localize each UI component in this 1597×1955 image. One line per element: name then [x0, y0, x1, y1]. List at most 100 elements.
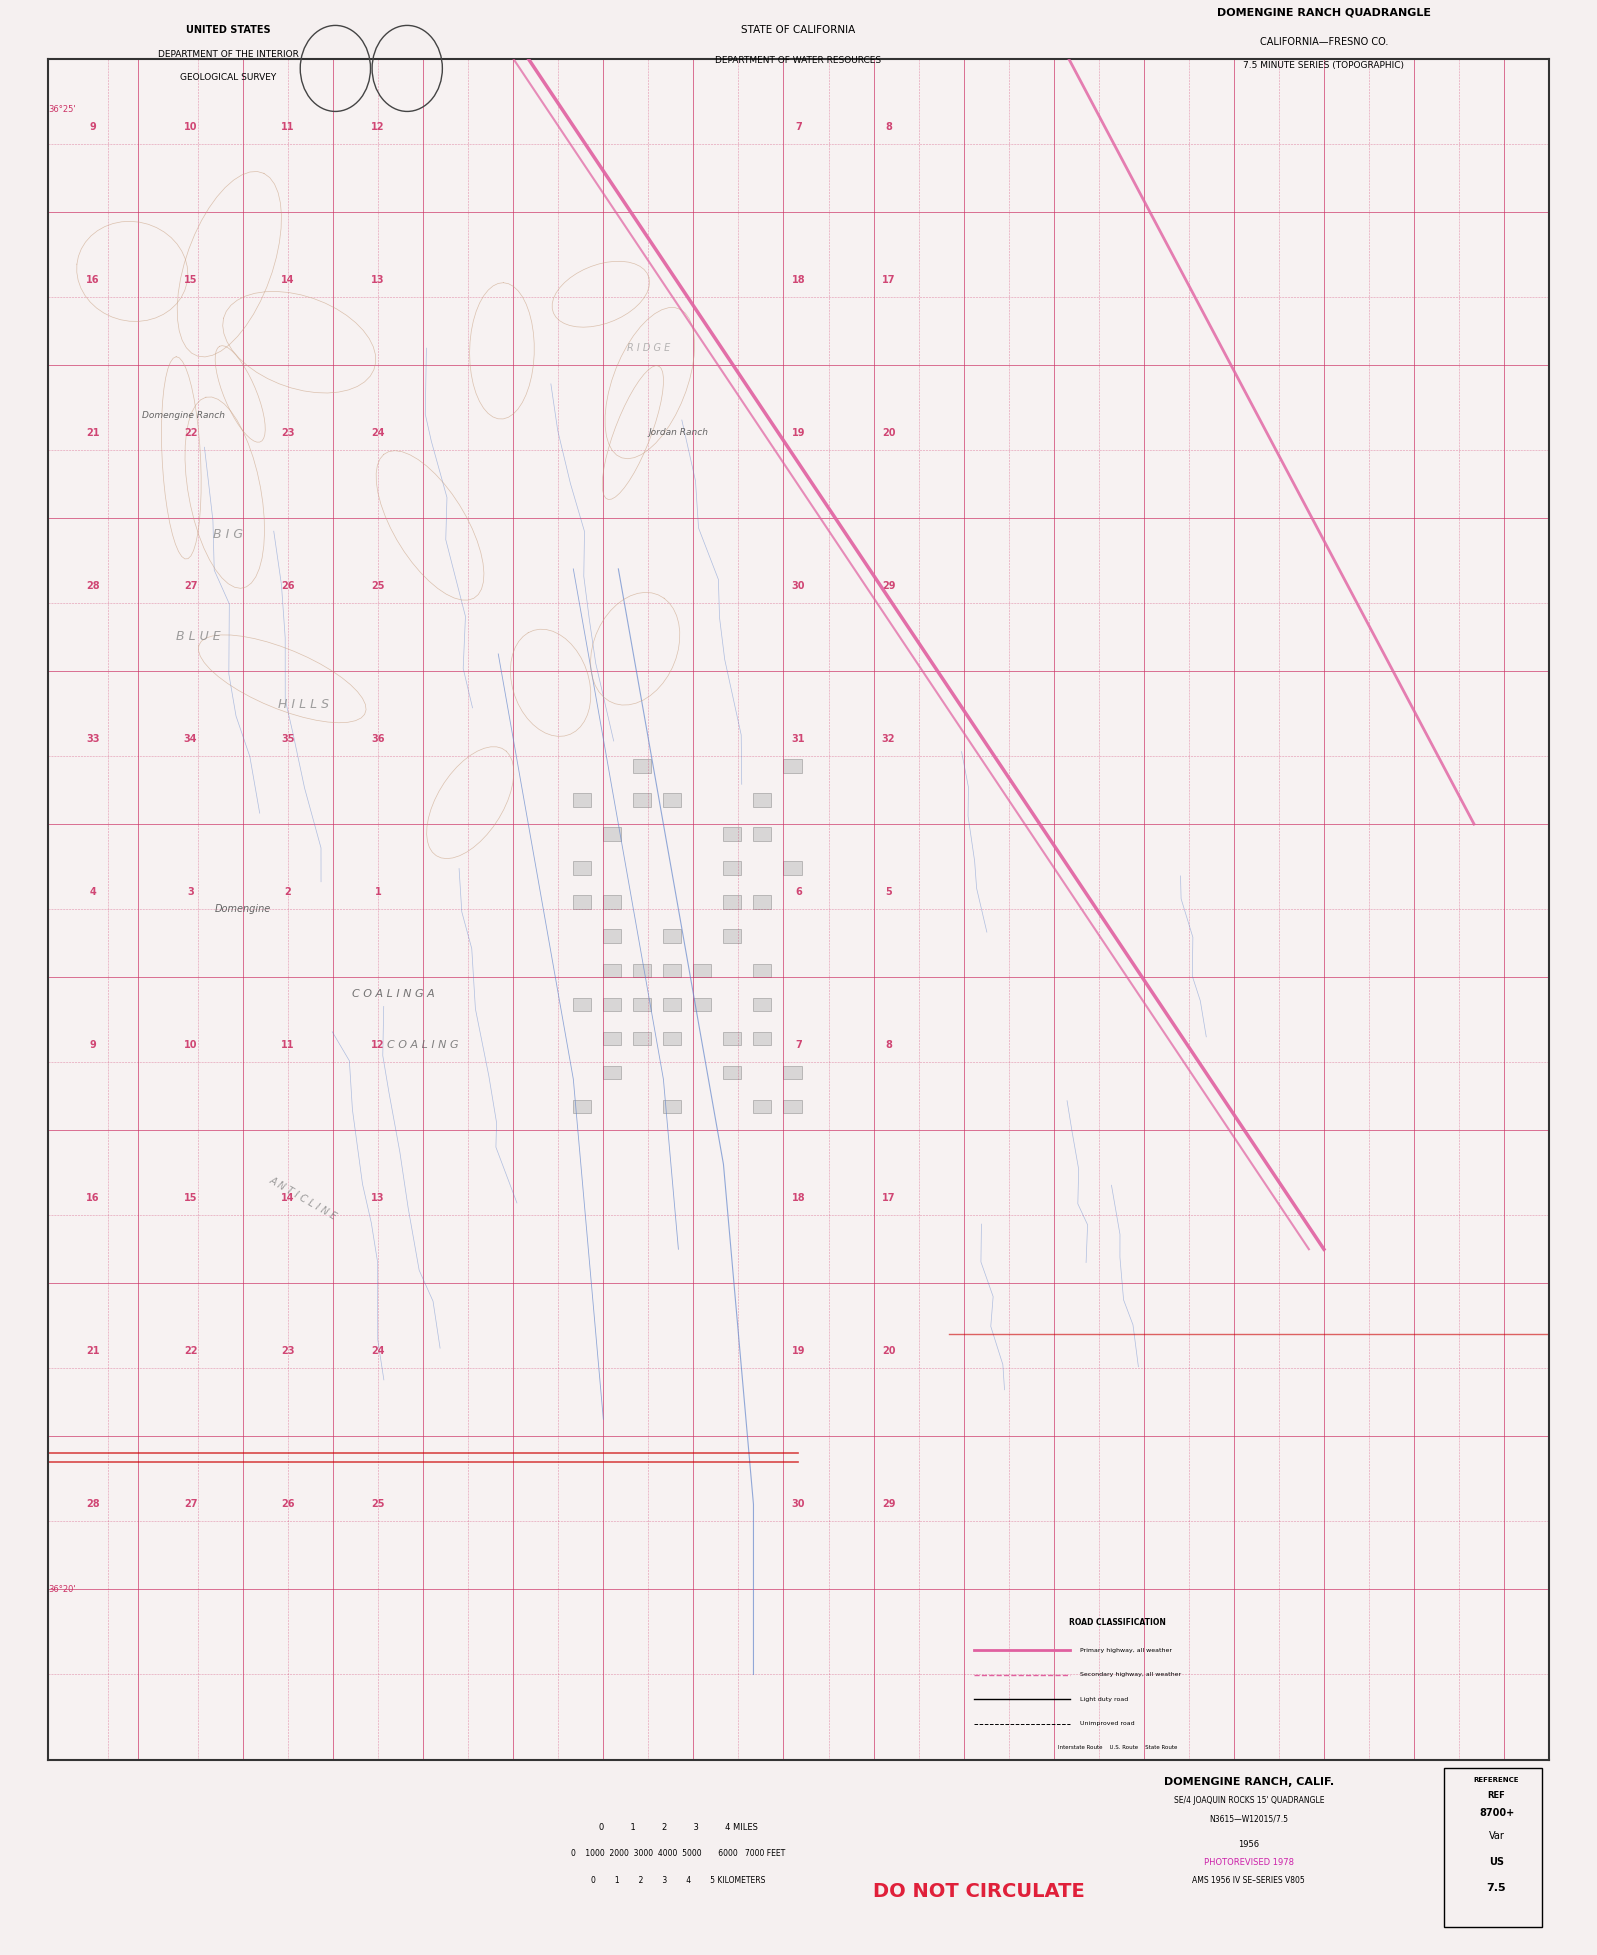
Text: SE/4 JOAQUIN ROCKS 15' QUADRANGLE: SE/4 JOAQUIN ROCKS 15' QUADRANGLE	[1174, 1797, 1324, 1806]
Bar	[573, 997, 591, 1011]
Bar	[784, 1099, 802, 1112]
Bar	[573, 895, 591, 909]
Text: 35: 35	[281, 733, 295, 745]
Text: PHOTOREVISED 1978: PHOTOREVISED 1978	[1204, 1857, 1294, 1867]
Bar	[604, 997, 621, 1011]
Bar	[604, 827, 621, 841]
Text: 9: 9	[89, 1040, 96, 1050]
Text: 32: 32	[882, 733, 896, 745]
Text: DO NOT CIRCULATE: DO NOT CIRCULATE	[874, 1883, 1084, 1900]
Text: Unimproved road: Unimproved road	[1080, 1722, 1134, 1726]
Text: 18: 18	[792, 276, 805, 285]
Text: 26: 26	[281, 1499, 295, 1509]
Text: Domengine Ranch: Domengine Ranch	[142, 411, 225, 420]
Text: 7.5: 7.5	[1487, 1883, 1506, 1894]
Text: CALIFORNIA—FRESNO CO.: CALIFORNIA—FRESNO CO.	[1260, 37, 1388, 47]
Text: 15: 15	[184, 1193, 198, 1202]
Text: 0        1        2        3        4        5 KILOMETERS: 0 1 2 3 4 5 KILOMETERS	[591, 1875, 765, 1885]
Bar	[604, 929, 621, 942]
Bar	[634, 964, 652, 978]
Bar	[723, 895, 741, 909]
Text: Secondary highway, all weather: Secondary highway, all weather	[1080, 1672, 1180, 1677]
Text: C O A L I N G: C O A L I N G	[388, 1040, 458, 1050]
Text: 25: 25	[372, 581, 385, 590]
Text: 20: 20	[882, 428, 896, 438]
Bar	[573, 1099, 591, 1112]
Text: 8: 8	[885, 1040, 893, 1050]
Text: 26: 26	[281, 581, 295, 590]
Bar	[663, 929, 682, 942]
Text: 1956: 1956	[1238, 1840, 1260, 1849]
Text: 34: 34	[184, 733, 198, 745]
Text: 28: 28	[86, 581, 99, 590]
Text: GEOLOGICAL SURVEY: GEOLOGICAL SURVEY	[180, 72, 276, 82]
Text: 14: 14	[281, 1193, 295, 1202]
Text: 29: 29	[882, 581, 896, 590]
Text: 0          1          2          3          4 MILES: 0 1 2 3 4 MILES	[599, 1822, 759, 1832]
Bar	[754, 1099, 771, 1112]
Text: 9: 9	[89, 121, 96, 131]
Text: AMS 1956 IV SE–SERIES V805: AMS 1956 IV SE–SERIES V805	[1193, 1875, 1305, 1885]
Bar	[634, 759, 652, 772]
Bar	[1444, 1769, 1541, 1928]
Bar	[634, 997, 652, 1011]
Bar	[723, 862, 741, 876]
Bar	[693, 997, 711, 1011]
Bar	[604, 1065, 621, 1079]
Text: 19: 19	[792, 1347, 805, 1357]
Text: 11: 11	[281, 1040, 295, 1050]
Bar	[663, 1099, 682, 1112]
Text: 25: 25	[372, 1499, 385, 1509]
Bar	[754, 895, 771, 909]
Text: REF: REF	[1488, 1791, 1506, 1801]
Text: 24: 24	[372, 428, 385, 438]
Text: 5: 5	[885, 888, 893, 897]
Bar	[663, 997, 682, 1011]
Text: REFERENCE: REFERENCE	[1474, 1777, 1519, 1783]
Text: 22: 22	[184, 428, 198, 438]
Text: 4: 4	[89, 888, 96, 897]
Text: 21: 21	[86, 1347, 99, 1357]
Bar	[784, 1065, 802, 1079]
Text: Interstate Route    U.S. Route    State Route: Interstate Route U.S. Route State Route	[1059, 1744, 1177, 1750]
Bar	[723, 929, 741, 942]
Text: 28: 28	[86, 1499, 99, 1509]
Text: 36°20': 36°20'	[48, 1586, 75, 1593]
Bar	[754, 1032, 771, 1046]
Text: DOMENGINE RANCH QUADRANGLE: DOMENGINE RANCH QUADRANGLE	[1217, 8, 1431, 18]
Text: 18: 18	[792, 1193, 805, 1202]
Text: N3615—W12015/7.5: N3615—W12015/7.5	[1209, 1814, 1289, 1824]
Bar	[784, 862, 802, 876]
Bar	[663, 794, 682, 807]
Text: Jordan Ranch: Jordan Ranch	[648, 428, 709, 438]
Text: 7: 7	[795, 121, 802, 131]
Bar	[754, 794, 771, 807]
Text: 27: 27	[184, 581, 198, 590]
Text: 16: 16	[86, 1193, 99, 1202]
Bar	[754, 997, 771, 1011]
Text: H I L L S: H I L L S	[278, 698, 329, 712]
Text: DEPARTMENT OF THE INTERIOR: DEPARTMENT OF THE INTERIOR	[158, 49, 299, 59]
Text: 17: 17	[882, 276, 896, 285]
Text: 0    1000  2000  3000  4000  5000       6000   7000 FEET: 0 1000 2000 3000 4000 5000 6000 7000 FEE…	[572, 1849, 786, 1859]
Bar	[634, 1032, 652, 1046]
Bar	[663, 1032, 682, 1046]
Bar	[634, 794, 652, 807]
Text: 3: 3	[187, 888, 193, 897]
Text: 31: 31	[792, 733, 805, 745]
Text: 13: 13	[372, 276, 385, 285]
Text: 8: 8	[885, 121, 893, 131]
Text: 33: 33	[86, 733, 99, 745]
Text: DOMENGINE RANCH, CALIF.: DOMENGINE RANCH, CALIF.	[1164, 1777, 1333, 1787]
Text: 20: 20	[882, 1347, 896, 1357]
Bar	[604, 895, 621, 909]
Bar	[573, 862, 591, 876]
Text: 1: 1	[375, 888, 382, 897]
Text: 11: 11	[281, 121, 295, 131]
Text: 16: 16	[86, 276, 99, 285]
Text: 24: 24	[372, 1347, 385, 1357]
Text: 14: 14	[281, 276, 295, 285]
Text: 10: 10	[184, 1040, 198, 1050]
Text: 7: 7	[795, 1040, 802, 1050]
Text: DEPARTMENT OF WATER RESOURCES: DEPARTMENT OF WATER RESOURCES	[715, 55, 882, 65]
